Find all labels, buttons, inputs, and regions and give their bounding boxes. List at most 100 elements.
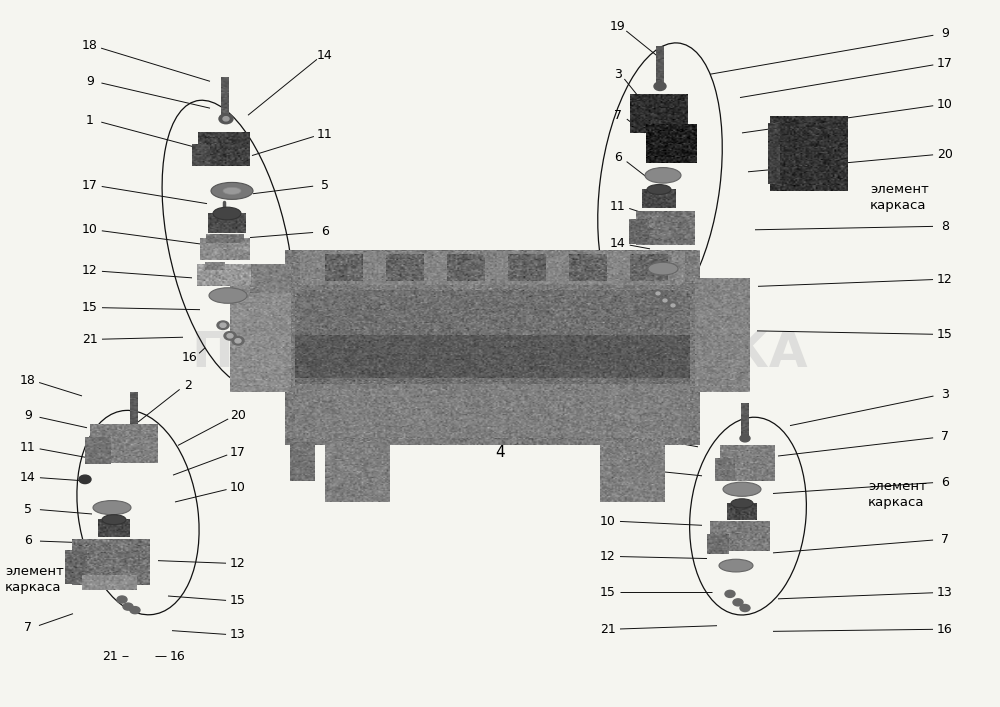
Text: 7: 7	[738, 335, 746, 348]
Circle shape	[663, 299, 667, 302]
Ellipse shape	[645, 168, 681, 183]
Ellipse shape	[211, 182, 253, 199]
Circle shape	[220, 323, 226, 327]
Text: 9: 9	[604, 425, 612, 438]
Circle shape	[235, 339, 241, 343]
Text: 21: 21	[102, 650, 118, 662]
Circle shape	[223, 117, 229, 121]
Text: 14: 14	[317, 49, 333, 62]
Text: 20: 20	[937, 148, 953, 160]
Circle shape	[668, 302, 678, 309]
Text: 17: 17	[600, 460, 616, 473]
Circle shape	[725, 590, 735, 597]
Text: 18: 18	[82, 40, 98, 52]
Ellipse shape	[102, 515, 126, 525]
Text: 14: 14	[610, 238, 626, 250]
Text: 16: 16	[937, 623, 953, 636]
Text: 5: 5	[24, 503, 32, 515]
Text: 6: 6	[24, 534, 32, 547]
Circle shape	[733, 599, 743, 606]
Circle shape	[671, 304, 675, 307]
Text: элемент
каркаса: элемент каркаса	[5, 565, 64, 595]
Text: 9: 9	[24, 409, 32, 422]
Text: 12: 12	[600, 550, 616, 563]
Circle shape	[653, 290, 663, 297]
Circle shape	[656, 292, 660, 295]
Text: 11: 11	[610, 200, 626, 213]
Text: 18: 18	[20, 374, 36, 387]
Text: 7: 7	[614, 109, 622, 122]
Circle shape	[219, 114, 233, 124]
Circle shape	[660, 297, 670, 304]
Text: 6: 6	[321, 226, 329, 238]
Text: 8: 8	[941, 220, 949, 233]
Ellipse shape	[731, 499, 753, 508]
Text: элемент
каркаса: элемент каркаса	[870, 183, 929, 213]
Text: 13: 13	[230, 629, 246, 641]
Text: 17: 17	[230, 446, 246, 459]
Text: 7: 7	[24, 621, 32, 634]
Text: 17: 17	[82, 179, 98, 192]
Text: 10: 10	[82, 223, 98, 236]
Text: 12: 12	[230, 557, 246, 570]
Text: 7: 7	[291, 343, 299, 356]
Circle shape	[740, 435, 750, 442]
Ellipse shape	[209, 288, 247, 303]
Text: 6: 6	[614, 151, 622, 164]
Text: 21: 21	[82, 333, 98, 346]
Ellipse shape	[223, 187, 241, 194]
Text: 9: 9	[941, 28, 949, 40]
Text: 15: 15	[600, 586, 616, 599]
Text: 10: 10	[600, 515, 616, 527]
Text: 9: 9	[86, 75, 94, 88]
Text: 3: 3	[941, 388, 949, 401]
Text: 11: 11	[20, 441, 36, 454]
Circle shape	[654, 82, 666, 90]
Circle shape	[79, 475, 91, 484]
Text: ПЛАНЕТА-ЖЕЛЕЗЯКА: ПЛАНЕТА-ЖЕЛЕЗЯКА	[192, 329, 808, 378]
Text: 12: 12	[82, 264, 98, 277]
Text: 16: 16	[170, 650, 186, 662]
Text: 5: 5	[321, 179, 329, 192]
Circle shape	[117, 596, 127, 603]
Circle shape	[217, 321, 229, 329]
Text: 15: 15	[82, 301, 98, 314]
Text: 12: 12	[937, 273, 953, 286]
Text: 16: 16	[182, 351, 198, 363]
Text: 13: 13	[937, 586, 953, 599]
Text: 4: 4	[495, 445, 505, 460]
Ellipse shape	[648, 262, 678, 275]
Ellipse shape	[213, 207, 241, 220]
Text: 6: 6	[941, 476, 949, 489]
Text: 13: 13	[288, 351, 304, 363]
Ellipse shape	[647, 185, 671, 194]
Text: 21: 21	[685, 335, 701, 348]
Circle shape	[740, 604, 750, 612]
Text: 21: 21	[600, 623, 616, 636]
Text: 1: 1	[86, 114, 94, 127]
Text: элемент каркаса: элемент каркаса	[360, 287, 480, 300]
Circle shape	[232, 337, 244, 345]
Circle shape	[123, 603, 133, 610]
Text: 14: 14	[20, 471, 36, 484]
Circle shape	[227, 334, 233, 338]
Text: 15: 15	[230, 595, 246, 607]
Text: 3: 3	[614, 68, 622, 81]
Text: 7: 7	[941, 431, 949, 443]
Text: 10: 10	[937, 98, 953, 111]
Text: 13: 13	[610, 282, 626, 295]
Text: 15: 15	[937, 328, 953, 341]
Circle shape	[130, 607, 140, 614]
Text: 2: 2	[184, 379, 192, 392]
Text: 19: 19	[600, 388, 616, 401]
Ellipse shape	[93, 501, 131, 515]
Ellipse shape	[719, 559, 753, 572]
Circle shape	[224, 332, 236, 340]
Text: 20: 20	[230, 409, 246, 422]
Text: 19: 19	[610, 21, 626, 33]
Text: 7: 7	[941, 533, 949, 546]
Text: 10: 10	[230, 481, 246, 494]
Ellipse shape	[723, 482, 761, 496]
Text: 11: 11	[317, 128, 333, 141]
Text: элемент
каркаса: элемент каркаса	[868, 480, 927, 510]
